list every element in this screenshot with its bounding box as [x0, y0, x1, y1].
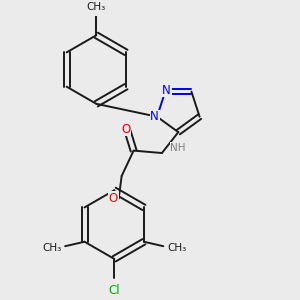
Text: CH₃: CH₃	[167, 243, 186, 253]
Text: CH₃: CH₃	[87, 2, 106, 12]
Text: Cl: Cl	[108, 284, 120, 297]
Text: NH: NH	[170, 143, 186, 153]
Text: O: O	[109, 192, 118, 205]
Text: N: N	[162, 84, 171, 97]
Text: O: O	[122, 123, 131, 136]
Text: CH₃: CH₃	[42, 243, 62, 253]
Text: N: N	[150, 110, 159, 123]
